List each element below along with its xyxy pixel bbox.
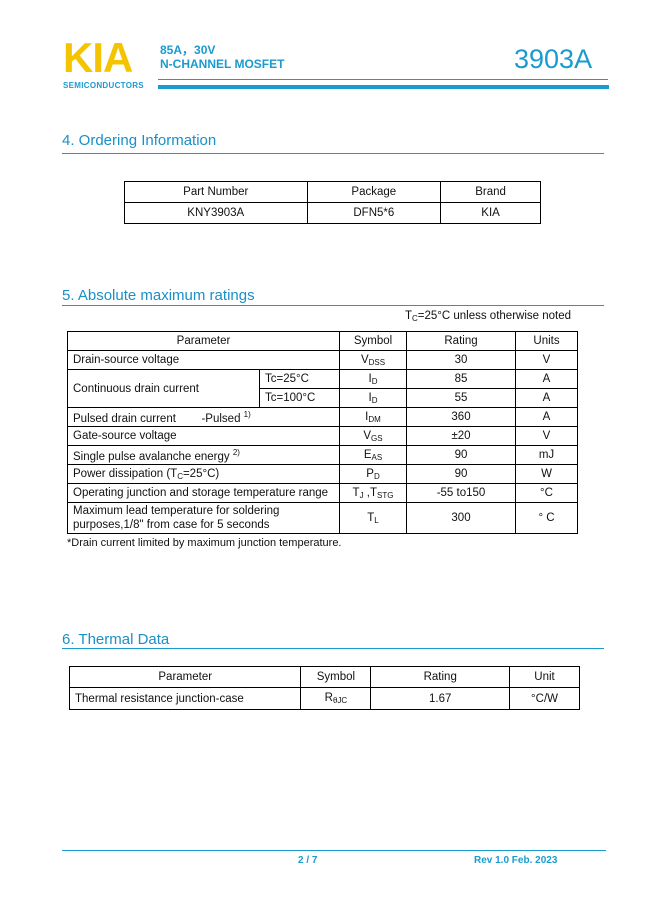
- section-abs-title: 5. Absolute maximum ratings: [62, 287, 255, 304]
- abs-ratings-table: Parameter Symbol Rating Units Drain-source …: [67, 331, 578, 534]
- header-cell: Brand: [440, 181, 541, 203]
- rating: 90: [406, 464, 516, 484]
- unit: A: [515, 407, 578, 427]
- header-cell: Unit: [509, 666, 580, 688]
- footer-divider: [62, 850, 606, 851]
- cell: DFN5*6: [306, 202, 442, 224]
- symbol: VGS: [339, 426, 407, 446]
- unit: A: [515, 369, 578, 389]
- rating: -55 to150: [406, 483, 516, 503]
- unit: V: [515, 350, 578, 370]
- symbol: PD: [339, 464, 407, 484]
- rating: 55: [406, 388, 516, 408]
- header-cell: Rating: [370, 666, 511, 688]
- note-sub: C: [411, 314, 418, 323]
- header-type: N-CHANNEL MOSFET: [160, 57, 285, 71]
- param: Operating junction and storage temperatu…: [67, 483, 340, 503]
- note-text: =25°C unless otherwise noted: [417, 310, 571, 322]
- param: Single pulse avalanche energy 2): [67, 445, 340, 465]
- unit: °C: [515, 483, 578, 503]
- header-bar: [158, 85, 609, 89]
- rating: 30: [406, 350, 516, 370]
- rating: 300: [406, 502, 516, 534]
- revision: Rev 1.0 Feb. 2023: [474, 855, 558, 866]
- footnote: *Drain current limited by maximum juncti…: [67, 537, 342, 549]
- condition: Tc=100°C: [259, 388, 340, 408]
- condition: Tc=25°C: [259, 369, 340, 389]
- condition-note: TC=25°C unless otherwise noted: [405, 310, 571, 323]
- header-cell: Part Number: [124, 181, 308, 203]
- param: Power dissipation (TC=25°C): [67, 464, 340, 484]
- rating: 360: [406, 407, 516, 427]
- symbol: TL: [339, 502, 407, 534]
- rating: 90: [406, 445, 516, 465]
- param: Thermal resistance junction-case: [68, 687, 302, 710]
- header-cell: Package: [306, 181, 442, 203]
- symbol: ID: [339, 369, 407, 389]
- unit: °C/W: [509, 687, 580, 710]
- header-cell: Units: [515, 331, 578, 351]
- cell: KIA: [440, 202, 541, 224]
- symbol: ID: [339, 388, 407, 408]
- header-cell: Parameter: [68, 666, 302, 688]
- param: Maximum lead temperature for soldering pu…: [67, 502, 340, 534]
- symbol: EAS: [339, 445, 407, 465]
- param: Drain-source voltage: [67, 350, 340, 370]
- param: Pulsed drain current -Pulsed 1): [67, 407, 340, 427]
- section-divider: [62, 153, 604, 154]
- header-divider: [158, 79, 608, 80]
- note-text: T: [404, 310, 412, 322]
- rating: 85: [406, 369, 516, 389]
- logo-subtitle: SEMICONDUCTORS: [63, 81, 144, 90]
- rating: ±20: [406, 426, 516, 446]
- thermal-table: Parameter Symbol Rating Unit Thermal resist…: [68, 666, 580, 710]
- ordering-table: Part Number Package Brand KNY3903A DFN5*6 KI…: [124, 181, 541, 224]
- header-cell: Parameter: [67, 331, 340, 351]
- section-divider: [62, 305, 604, 306]
- section-divider: [62, 648, 604, 649]
- header-cell: Symbol: [339, 331, 407, 351]
- unit: A: [515, 388, 578, 408]
- symbol: TJ ,TSTG: [339, 483, 407, 503]
- unit: W: [515, 464, 578, 484]
- param: Continuous drain current: [67, 369, 260, 408]
- param: Gate-source voltage: [67, 426, 340, 446]
- unit: mJ: [515, 445, 578, 465]
- header-rating: 85A，30V: [160, 43, 216, 57]
- rating: 1.67: [370, 687, 511, 710]
- section-thermal-title: 6. Thermal Data: [62, 631, 170, 648]
- section-ordering-title: 4. Ordering Information: [62, 132, 217, 149]
- cell: KNY3903A: [124, 202, 308, 224]
- page-number: 2 / 7: [298, 855, 318, 866]
- unit: ° C: [515, 502, 578, 534]
- kia-logo: KIA: [63, 34, 133, 81]
- symbol: VDSS: [339, 350, 407, 370]
- symbol: RθJC: [300, 687, 372, 710]
- header-cell: Symbol: [300, 666, 372, 688]
- unit: V: [515, 426, 578, 446]
- symbol: IDM: [339, 407, 407, 427]
- part-number: 3903A: [514, 44, 593, 74]
- header-cell: Rating: [406, 331, 516, 351]
